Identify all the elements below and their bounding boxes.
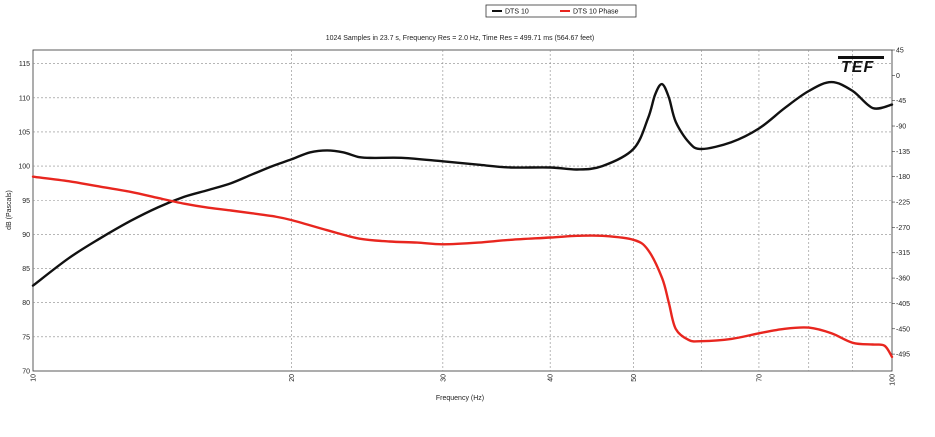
y-tick-label: 115: [19, 61, 30, 68]
chart-title: 1024 Samples in 23.7 s, Frequency Res = …: [326, 35, 594, 42]
y-axis-ticks: 70 75 80 85 90 95 100 105 110 115: [18, 61, 30, 375]
x-tick-label: 70: [756, 374, 763, 382]
y2-tick-label: -225: [896, 200, 910, 207]
y-axis-label: dB (Pascals): [6, 190, 13, 230]
y2-tick-label: -405: [896, 301, 910, 308]
x-tick-label: 100: [890, 374, 897, 386]
y2-tick-label: -450: [896, 326, 910, 333]
y2-axis-ticks: 45 0 -45 -90 -135 -180 -225 -270 -315 -360 -405 -45…: [892, 48, 910, 359]
series-line-dts10: [31, 80, 894, 287]
series-lines: [31, 80, 894, 359]
x-tick-label: 50: [631, 374, 638, 382]
legend-label-dts10: DTS 10: [505, 9, 529, 16]
y2-tick-label: -270: [896, 225, 910, 232]
y-tick-label: 95: [22, 198, 30, 205]
series-line-dts10-phase: [31, 175, 894, 359]
y-tick-label: 90: [22, 232, 30, 239]
y-tick-label: 110: [19, 95, 30, 102]
legend-label-dts10-phase: DTS 10 Phase: [573, 9, 619, 16]
x-tick-label: 20: [289, 374, 296, 382]
y2-tick-label: -135: [896, 149, 910, 156]
y-tick-label: 85: [22, 266, 30, 273]
y2-tick-label: -180: [896, 174, 910, 181]
y2-tick-label: -90: [896, 124, 906, 131]
y2-tick-label: -495: [896, 352, 910, 359]
x-tick-label: 30: [440, 374, 447, 382]
y2-tick-label: -360: [896, 276, 910, 283]
y2-tick-label: -315: [896, 250, 910, 257]
y2-tick-label: -45: [896, 98, 906, 105]
tef-logo: TEF: [838, 56, 884, 76]
y-tick-label: 100: [18, 164, 30, 171]
x-axis-ticks: 10 20 30 40 50 70 100: [31, 374, 897, 386]
tef-logo-text: TEF: [841, 59, 874, 76]
x-tick-label: 40: [548, 374, 555, 382]
x-axis-label: Frequency (Hz): [436, 395, 484, 402]
y2-tick-label: 0: [896, 73, 900, 80]
legend: DTS 10 DTS 10 Phase: [485, 4, 637, 18]
y-tick-label: 70: [22, 369, 30, 376]
y2-tick-label: 45: [896, 48, 904, 55]
x-tick-label: 10: [31, 374, 38, 382]
y-tick-label: 75: [22, 334, 30, 341]
plot-area: [32, 49, 893, 372]
y-tick-label: 105: [18, 129, 30, 136]
tef-logo-bar: [838, 56, 884, 59]
y-tick-label: 80: [22, 300, 30, 307]
grid: [33, 50, 892, 371]
